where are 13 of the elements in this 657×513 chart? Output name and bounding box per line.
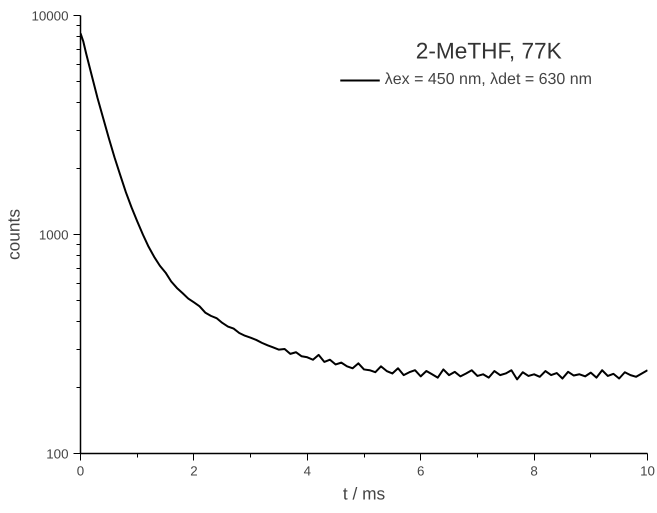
legend-label: λex = 450 nm, λdet = 630 nm [384, 71, 592, 89]
x-tick-label: 2 [190, 464, 198, 478]
x-axis-title: t / ms [342, 484, 386, 504]
x-tick-label: 0 [76, 464, 84, 478]
y-tick-label: 10000 [31, 8, 68, 24]
x-tick-label: 4 [304, 464, 312, 478]
x-tick-label: 6 [416, 464, 424, 478]
x-tick-label: 8 [530, 464, 538, 478]
annotation: 2-MeTHF, 77K [416, 38, 562, 64]
x-tick-label: 10 [640, 464, 655, 478]
y-tick-label: 1000 [38, 228, 69, 242]
y-axis-title: counts [3, 208, 24, 260]
y-tick-label: 100 [46, 446, 69, 462]
